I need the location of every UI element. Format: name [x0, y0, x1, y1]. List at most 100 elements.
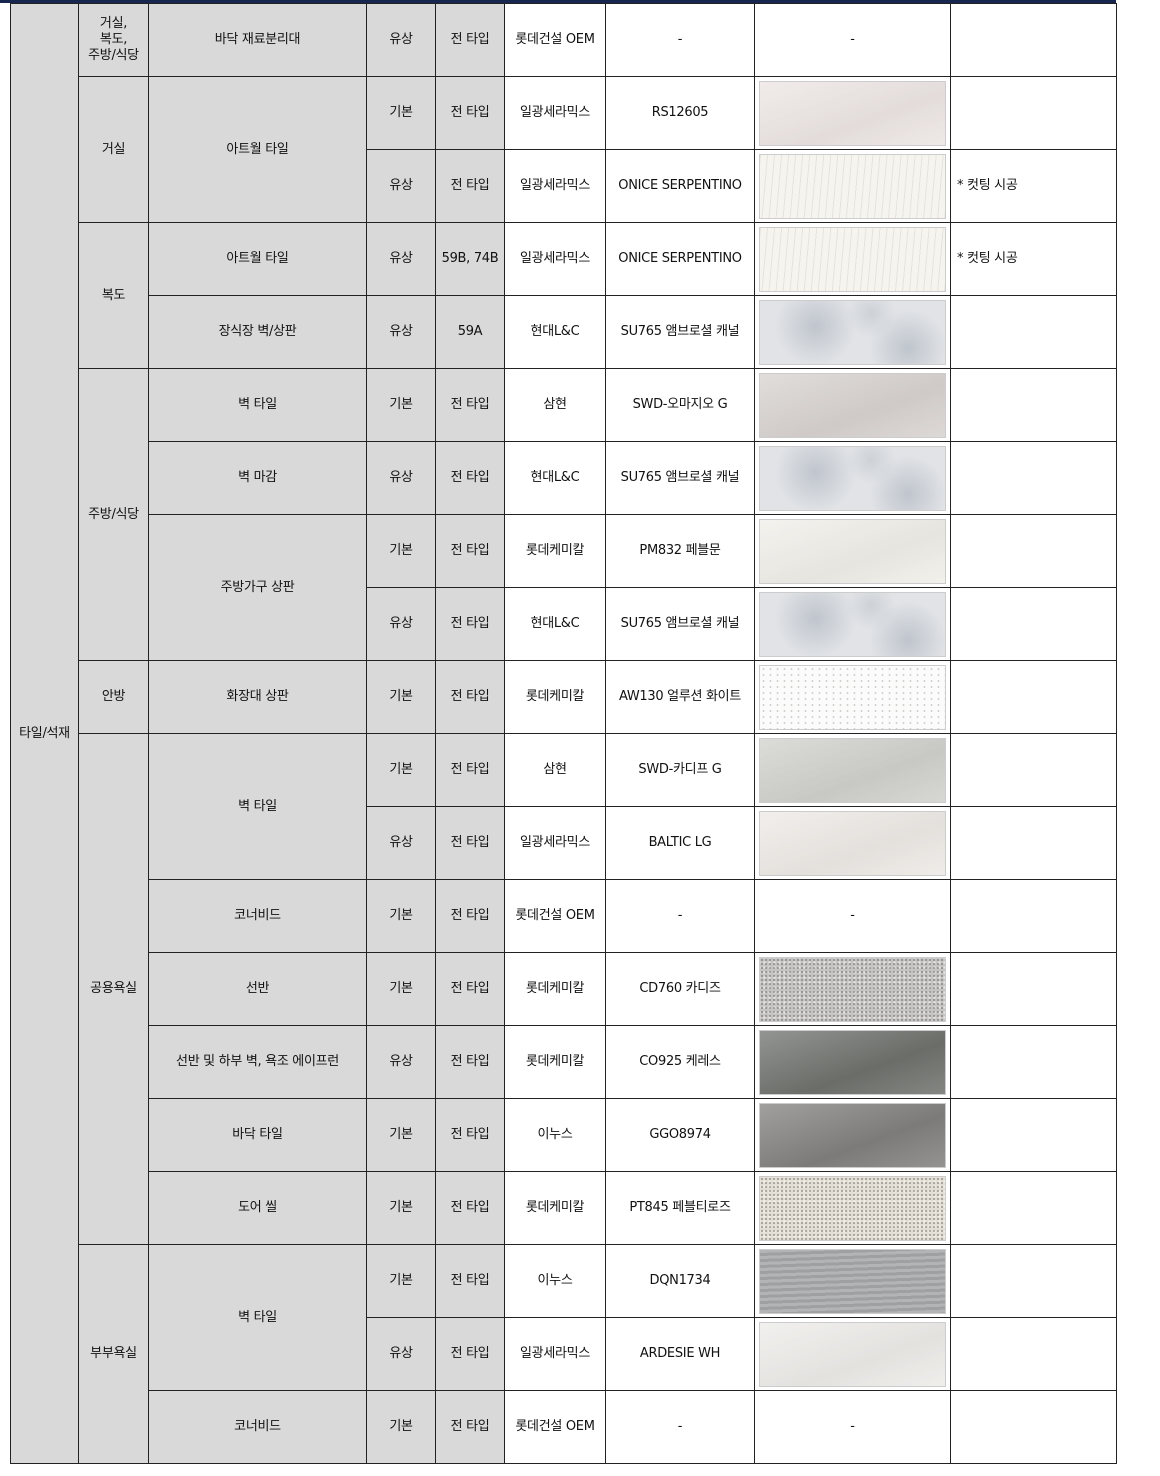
material-swatch-image	[759, 372, 946, 438]
type-cell: 전 타입	[435, 1317, 505, 1391]
type-cell: 전 타입	[435, 952, 505, 1026]
material-swatch-image	[759, 591, 946, 657]
table-row: 코너비드 기본 전 타입 롯데건설 OEM - -	[11, 1390, 1117, 1464]
table-row: 벽 마감 유상 전 타입 현대L&C SU765 앰브로셜 캐널	[11, 441, 1117, 515]
type-cell: 전 타입	[435, 806, 505, 880]
type-cell: 전 타입	[435, 1390, 505, 1464]
option-cell: 기본	[366, 660, 436, 734]
table-row: 유상 전 타입 일광세라믹스 BALTIC LG	[11, 806, 1117, 880]
swatch-cell	[754, 660, 951, 734]
space-cell: 부부욕실	[78, 1244, 149, 1464]
type-cell: 전 타입	[435, 1244, 505, 1318]
option-cell: 유상	[366, 587, 436, 661]
type-cell: 전 타입	[435, 587, 505, 661]
note-cell	[950, 587, 1117, 661]
item-cell: 코너비드	[148, 879, 367, 953]
item-cell: 화장대 상판	[148, 660, 367, 734]
table-row: 선반 기본 전 타입 롯데케미칼 CD760 카디즈	[11, 952, 1117, 1026]
material-swatch-image	[759, 956, 946, 1022]
item-cell: 선반	[148, 952, 367, 1026]
category-cell: 타일/석재	[10, 3, 79, 1464]
material-swatch-image	[759, 810, 946, 876]
type-cell: 전 타입	[435, 660, 505, 734]
note-cell	[950, 76, 1117, 150]
model-cell: -	[605, 3, 755, 77]
swatch-cell: -	[754, 3, 951, 77]
maker-cell: 이누스	[504, 1244, 606, 1318]
model-cell: GGO8974	[605, 1098, 755, 1172]
swatch-cell	[754, 952, 951, 1026]
swatch-cell	[754, 1244, 951, 1318]
item-cell: 코너비드	[148, 1390, 367, 1464]
type-cell: 전 타입	[435, 149, 505, 223]
model-cell: AW130 얼루션 화이트	[605, 660, 755, 734]
maker-cell: 삼현	[504, 733, 606, 807]
type-cell: 전 타입	[435, 1025, 505, 1099]
material-swatch-image	[759, 80, 946, 146]
note-cell	[950, 660, 1117, 734]
swatch-cell	[754, 222, 951, 296]
maker-cell: 롯데건설 OEM	[504, 1390, 606, 1464]
table-row: 공용욕실 벽 타일 기본 전 타입 삼현 SWD-카디프 G	[11, 733, 1117, 1245]
space-cell: 복도	[78, 222, 149, 369]
swatch-cell	[754, 806, 951, 880]
note-cell	[950, 1244, 1117, 1318]
note-cell	[950, 1171, 1117, 1245]
option-cell: 유상	[366, 1025, 436, 1099]
maker-cell: 롯데케미칼	[504, 660, 606, 734]
table-row: 장식장 벽/상판 유상 59A 현대L&C SU765 앰브로셜 캐널	[11, 295, 1117, 369]
item-cell: 도어 씰	[148, 1171, 367, 1245]
type-cell: 전 타입	[435, 879, 505, 953]
maker-cell: 일광세라믹스	[504, 1317, 606, 1391]
type-cell: 전 타입	[435, 1098, 505, 1172]
space-cell: 공용욕실	[78, 733, 149, 1245]
maker-cell: 롯데케미칼	[504, 952, 606, 1026]
maker-cell: 일광세라믹스	[504, 149, 606, 223]
model-cell: ONICE SERPENTINO	[605, 222, 755, 296]
swatch-cell	[754, 733, 951, 807]
model-cell: SWD-오마지오 G	[605, 368, 755, 442]
maker-cell: 일광세라믹스	[504, 806, 606, 880]
option-cell: 유상	[366, 806, 436, 880]
table-row: 주방/식당 벽 타일 기본 전 타입 삼현 SWD-오마지오 G	[11, 368, 1117, 661]
space-cell: 주방/식당	[78, 368, 149, 661]
item-cell: 바닥 타일	[148, 1098, 367, 1172]
option-cell: 기본	[366, 1098, 436, 1172]
option-cell: 기본	[366, 879, 436, 953]
maker-cell: 현대L&C	[504, 587, 606, 661]
option-cell: 기본	[366, 368, 436, 442]
maker-cell: 롯데케미칼	[504, 1025, 606, 1099]
maker-cell: 삼현	[504, 368, 606, 442]
note-cell	[950, 295, 1117, 369]
model-cell: SU765 앰브로셜 캐널	[605, 441, 755, 515]
material-swatch-image	[759, 1248, 946, 1314]
item-cell: 아트월 타일	[148, 76, 367, 223]
model-cell: CO925 케레스	[605, 1025, 755, 1099]
material-swatch-image	[759, 226, 946, 292]
note-cell	[950, 1025, 1117, 1099]
option-cell: 유상	[366, 295, 436, 369]
maker-cell: 롯데건설 OEM	[504, 3, 606, 77]
option-cell: 기본	[366, 733, 436, 807]
item-cell: 벽 타일	[148, 733, 367, 880]
model-cell: SU765 앰브로셜 캐널	[605, 295, 755, 369]
table-row: 안방 화장대 상판 기본 전 타입 롯데케미칼 AW130 얼루션 화이트	[11, 660, 1117, 734]
swatch-cell	[754, 587, 951, 661]
table-row: 거실 아트월 타일 기본 전 타입 일광세라믹스 RS12605	[11, 76, 1117, 223]
type-cell: 59A	[435, 295, 505, 369]
note-cell	[950, 952, 1117, 1026]
note-cell	[950, 368, 1117, 442]
table-row: 부부욕실 벽 타일 기본 전 타입 이누스 DQN1734	[11, 1244, 1117, 1464]
note-cell	[950, 1317, 1117, 1391]
note-cell	[950, 3, 1117, 77]
material-swatch-image	[759, 1175, 946, 1241]
item-cell: 벽 타일	[148, 1244, 367, 1391]
swatch-cell: -	[754, 879, 951, 953]
model-cell: RS12605	[605, 76, 755, 150]
table-row: 코너비드 기본 전 타입 롯데건설 OEM - -	[11, 879, 1117, 953]
swatch-cell	[754, 149, 951, 223]
note-cell	[950, 806, 1117, 880]
note-cell	[950, 1098, 1117, 1172]
table-row: 유상 전 타입 일광세라믹스 ARDESIE WH	[11, 1317, 1117, 1391]
material-swatch-image	[759, 1029, 946, 1095]
